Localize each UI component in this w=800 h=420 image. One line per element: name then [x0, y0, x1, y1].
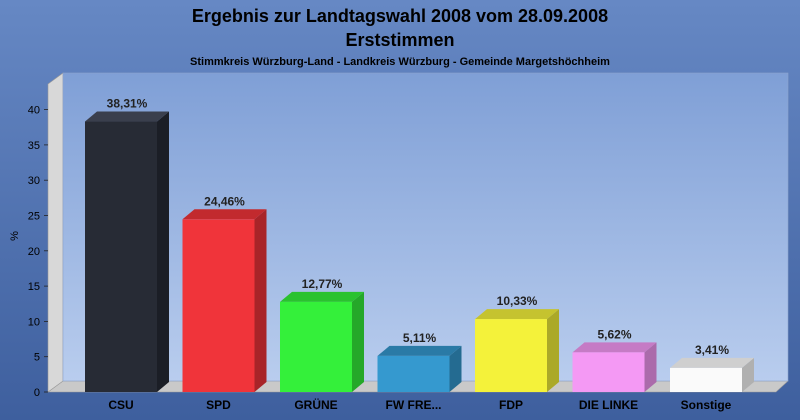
- bars-group: 38,31% 24,46% 12,77% 5,11% 10,33% 5,62% 3,41%: [85, 97, 754, 392]
- bar-top: [85, 111, 169, 122]
- bar-side: [449, 345, 462, 392]
- bar: [85, 111, 169, 392]
- x-axis: CSU SPD GRÜNE FW FRE... FDP DIE LINKE Sonstige: [108, 397, 731, 412]
- bar: [377, 345, 462, 392]
- bar-front: [475, 319, 547, 392]
- bar: [182, 209, 267, 392]
- data-label: 12,77%: [302, 277, 343, 291]
- data-label: 38,31%: [107, 97, 148, 111]
- bar-front: [280, 301, 352, 392]
- bar-side: [352, 291, 364, 392]
- bar-front: [85, 121, 157, 392]
- bar-front: [670, 367, 742, 392]
- bar-top: [280, 291, 364, 302]
- x-tick-label: DIE LINKE: [579, 398, 638, 412]
- y-tick-label: 30: [28, 175, 40, 187]
- plot-left-wall: [47, 72, 64, 393]
- bar-front: [572, 352, 645, 392]
- y-tick-label: 40: [28, 105, 40, 117]
- chart-title: Ergebnis zur Landtagswahl 2008 vom 28.09…: [192, 6, 608, 26]
- bar-front: [182, 219, 255, 392]
- y-axis-label: %: [9, 231, 21, 241]
- y-tick-label: 15: [28, 281, 40, 293]
- bar-top: [572, 342, 657, 353]
- x-tick-label: GRÜNE: [294, 397, 337, 412]
- bar: [670, 357, 754, 392]
- data-label: 5,62%: [597, 327, 631, 341]
- x-tick-label: FW FRE...: [386, 398, 442, 412]
- y-tick-label: 25: [28, 211, 40, 223]
- bar-top: [377, 345, 462, 356]
- x-tick-label: CSU: [108, 398, 133, 412]
- chart-title-2: Erststimmen: [345, 30, 454, 50]
- data-label: 3,41%: [695, 343, 729, 357]
- bar-top: [182, 209, 267, 220]
- y-axis: 0 5 10 15 20 25 30 35 40: [28, 105, 48, 399]
- chart-subtitle: Stimmkreis Würzburg-Land - Landkreis Wür…: [190, 56, 610, 68]
- bar-top: [670, 357, 754, 368]
- bar-side: [254, 209, 267, 392]
- bar-side: [157, 111, 169, 392]
- x-tick-label: Sonstige: [681, 398, 732, 412]
- bar: [475, 309, 559, 392]
- bar-side: [644, 342, 657, 392]
- y-tick-label: 35: [28, 140, 40, 152]
- x-tick-label: SPD: [206, 398, 231, 412]
- bar-side: [547, 309, 559, 392]
- y-tick-label: 20: [28, 246, 40, 258]
- bar-top: [475, 309, 559, 320]
- bar-side: [742, 357, 754, 392]
- y-tick-label: 5: [34, 352, 40, 364]
- y-tick-label: 10: [28, 316, 40, 328]
- x-tick-label: FDP: [499, 398, 523, 412]
- bar: [572, 342, 657, 392]
- y-tick-label: 0: [34, 387, 40, 399]
- data-label: 5,11%: [403, 331, 437, 345]
- bar-front: [377, 355, 450, 392]
- data-label: 24,46%: [204, 194, 245, 208]
- bar: [280, 291, 364, 392]
- data-label: 10,33%: [497, 294, 538, 308]
